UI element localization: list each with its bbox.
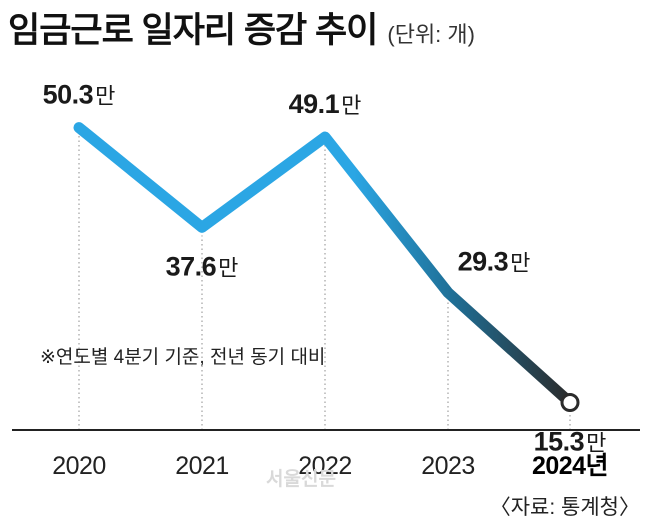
value-label-2: 49.1만 [289, 89, 362, 119]
x-tick-label-2: 2022 [298, 452, 352, 480]
value-unit-2: 만 [341, 93, 361, 118]
value-number-1: 37.6 [166, 251, 217, 281]
value-unit-1: 만 [218, 255, 238, 280]
value-number-3: 29.3 [458, 247, 509, 277]
x-tick-label-0: 2020 [52, 452, 106, 480]
value-number-4: 15.3 [534, 427, 585, 457]
x-tick-label-4: 2024년 [532, 452, 608, 480]
value-label-3: 29.3만 [458, 247, 531, 277]
value-label-1: 37.6만 [166, 251, 239, 281]
data-point-marker-4 [560, 393, 580, 413]
x-tick-label-1: 2021 [175, 452, 229, 480]
value-unit-3: 만 [510, 251, 530, 276]
series-line [73, 122, 576, 409]
watermark-logo: 서울신문 [266, 469, 336, 490]
value-label-4: 15.3만 [534, 427, 607, 457]
value-number-2: 49.1 [289, 89, 340, 119]
footnote: ※연도별 4분기 기준, 전년 동기 대비 [40, 347, 326, 368]
chart-title: 임금근로 일자리 증감 추이 [8, 11, 378, 50]
unit-label: (단위: 개) [387, 22, 475, 47]
value-label-0: 50.3만 [43, 80, 116, 110]
chart-title-block: 임금근로 일자리 증감 추이 (단위: 개) [8, 2, 475, 53]
x-tick-label-3: 2023 [421, 452, 475, 480]
value-unit-0: 만 [95, 84, 115, 109]
source-credit: 〈자료: 통계청〉 [489, 496, 640, 519]
value-number-0: 50.3 [43, 80, 94, 110]
value-unit-4: 만 [586, 431, 606, 456]
